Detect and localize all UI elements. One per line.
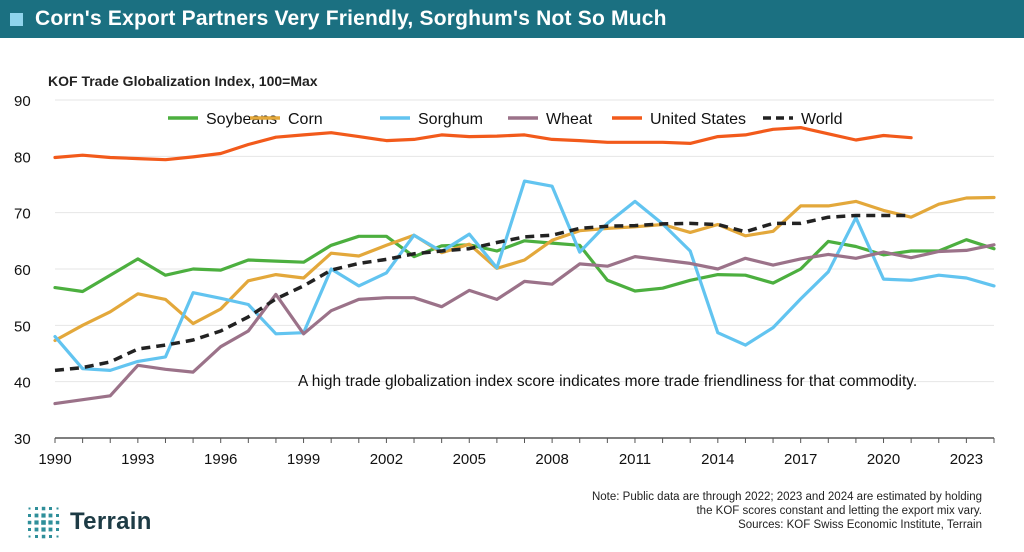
logo-dot [56,535,59,538]
y-tick-label-80: 80 [14,149,31,166]
legend-label-corn: Corn [288,111,323,128]
x-tick-label-2011: 2011 [619,451,651,468]
logo-dot [56,528,59,531]
y-tick-label-60: 60 [14,262,31,279]
x-tick-label-1993: 1993 [121,451,154,468]
x-tick-label-2014: 2014 [701,451,734,468]
line-chart: KOF Trade Globalization Index, 100=Max 30… [14,73,996,468]
logo-dot [27,520,32,525]
y-tick-label-40: 40 [14,375,31,392]
series-line-sorghum [53,179,996,372]
footer-note: Note: Public data are through 2022; 2023… [422,490,982,532]
x-tick-label-2017: 2017 [784,451,817,468]
x-tick-label-2002: 2002 [370,451,403,468]
series-line-world [54,213,912,373]
terrain-logo: Terrain [26,505,152,539]
terrain-logo-icon [27,506,60,539]
logo-dot [34,527,39,532]
series-line-soybeans [53,234,996,294]
series-line-wheat [53,243,996,406]
logo-dot [48,527,53,532]
x-tick-label-1996: 1996 [204,451,237,468]
title-square-icon [10,12,23,26]
x-tick-label-2020: 2020 [867,451,900,468]
legend-label-soybeans: Soybeans [206,111,277,128]
legend-label-united-states: United States [650,111,746,128]
logo-dot [41,534,46,539]
annotation-text: A high trade globalization index score i… [298,373,917,390]
logo-dot [49,507,52,510]
note-line-1: Note: Public data are through 2022; 2023… [591,491,982,503]
logo-dot [56,514,59,517]
sources-line: Sources: KOF Swiss Economic Institute, T… [738,519,982,531]
logo-dot [55,520,60,525]
x-tick-label-2023: 2023 [950,451,983,468]
logo-dot [35,535,38,538]
logo-dot [48,513,53,518]
logo-dot [56,507,59,510]
x-tick-label-1999: 1999 [287,451,320,468]
logo-dot [41,506,46,511]
logo-dot [34,520,39,525]
y-tick-label-30: 30 [14,431,31,448]
legend-label-sorghum: Sorghum [418,111,483,128]
x-tick-label-1990: 1990 [38,451,71,468]
y-tick-label-50: 50 [14,318,31,335]
series-line-corn [53,195,996,343]
legend-label-world: World [801,111,843,128]
y-axis-label: KOF Trade Globalization Index, 100=Max [48,73,318,89]
chart-title: Corn's Export Partners Very Friendly, So… [35,7,667,30]
logo-dot [28,507,31,510]
y-tick-label-90: 90 [14,93,31,110]
terrain-logo-text: Terrain [70,508,152,535]
logo-dot [48,520,53,525]
legend-label-wheat: Wheat [546,111,593,128]
logo-dot [49,535,52,538]
logo-dot [28,535,31,538]
logo-dot [35,507,38,510]
logo-dot [28,514,31,517]
note-line-2: the KOF scores constant and letting the … [696,505,982,517]
logo-dot [41,520,46,525]
y-tick-label-70: 70 [14,206,31,223]
logo-dot [34,513,39,518]
title-bar: Corn's Export Partners Very Friendly, So… [0,0,1024,38]
logo-dot [28,528,31,531]
series-line-united-states [53,126,913,162]
logo-dot [41,527,46,532]
x-tick-label-2008: 2008 [535,451,568,468]
x-tick-label-2005: 2005 [453,451,486,468]
logo-dot [41,513,46,518]
